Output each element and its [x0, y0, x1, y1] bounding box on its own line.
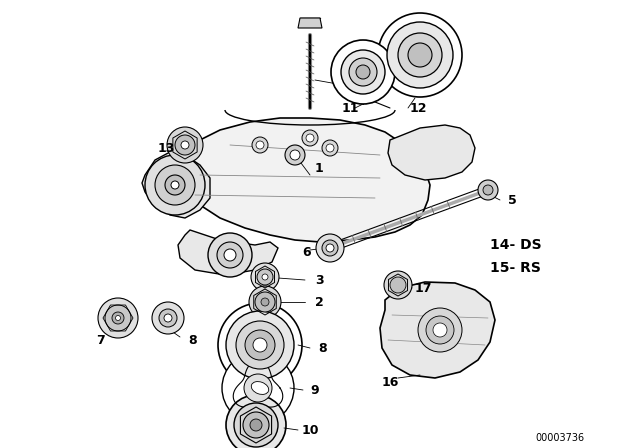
Text: 10: 10 [302, 423, 319, 436]
Polygon shape [388, 125, 475, 180]
Circle shape [217, 242, 243, 268]
Circle shape [115, 315, 120, 320]
Circle shape [244, 374, 272, 402]
Circle shape [145, 155, 205, 215]
Circle shape [326, 244, 334, 252]
Polygon shape [142, 152, 210, 218]
Polygon shape [298, 18, 322, 28]
Circle shape [208, 233, 252, 277]
Circle shape [285, 145, 305, 165]
Circle shape [478, 180, 498, 200]
Circle shape [253, 338, 267, 352]
Circle shape [155, 165, 195, 205]
Text: 9: 9 [310, 383, 319, 396]
Circle shape [243, 412, 269, 438]
Circle shape [251, 263, 279, 291]
Circle shape [483, 185, 493, 195]
Circle shape [349, 58, 377, 86]
Text: 2: 2 [315, 296, 324, 309]
Circle shape [165, 175, 185, 195]
Polygon shape [380, 282, 495, 378]
Circle shape [408, 43, 432, 67]
Text: 11: 11 [342, 102, 360, 115]
Text: 5: 5 [508, 194, 516, 207]
Circle shape [390, 277, 406, 293]
Circle shape [398, 33, 442, 77]
Text: 15- RS: 15- RS [490, 261, 541, 275]
Circle shape [261, 298, 269, 306]
Circle shape [418, 308, 462, 352]
Polygon shape [175, 118, 430, 242]
Circle shape [226, 395, 286, 448]
Circle shape [250, 419, 262, 431]
Ellipse shape [252, 382, 269, 394]
Circle shape [255, 292, 275, 312]
Text: 16: 16 [382, 375, 399, 388]
Text: 4: 4 [365, 78, 374, 91]
Circle shape [226, 311, 294, 379]
Text: 00003736: 00003736 [536, 433, 584, 443]
Circle shape [322, 240, 338, 256]
Text: 7: 7 [96, 333, 105, 346]
Circle shape [378, 13, 462, 97]
Circle shape [322, 140, 338, 156]
Circle shape [218, 303, 302, 387]
Circle shape [105, 305, 131, 331]
Text: 6: 6 [302, 246, 310, 258]
Circle shape [98, 298, 138, 338]
Circle shape [341, 50, 385, 94]
Circle shape [222, 352, 294, 424]
Circle shape [326, 144, 334, 152]
Circle shape [426, 316, 454, 344]
Text: 8: 8 [318, 341, 326, 354]
Text: 3: 3 [315, 273, 324, 287]
Circle shape [249, 286, 281, 318]
Circle shape [175, 135, 195, 155]
Text: 14- DS: 14- DS [490, 238, 541, 252]
Circle shape [167, 127, 203, 163]
Circle shape [384, 271, 412, 299]
Circle shape [236, 321, 284, 369]
Circle shape [302, 130, 318, 146]
Circle shape [171, 181, 179, 189]
Circle shape [224, 249, 236, 261]
Circle shape [181, 141, 189, 149]
Text: 17: 17 [415, 281, 433, 294]
Circle shape [262, 274, 268, 280]
Circle shape [234, 403, 278, 447]
Text: 8: 8 [188, 333, 196, 346]
Text: 13: 13 [158, 142, 175, 155]
Circle shape [356, 65, 370, 79]
Circle shape [164, 314, 172, 322]
Circle shape [387, 22, 453, 88]
Circle shape [290, 150, 300, 160]
Circle shape [112, 312, 124, 324]
Circle shape [331, 40, 395, 104]
Circle shape [306, 134, 314, 142]
Circle shape [152, 302, 184, 334]
Circle shape [159, 309, 177, 327]
Text: 1: 1 [315, 161, 324, 175]
Circle shape [256, 141, 264, 149]
Circle shape [252, 137, 268, 153]
Circle shape [257, 269, 273, 285]
Circle shape [433, 323, 447, 337]
Text: 12: 12 [410, 102, 428, 115]
Circle shape [245, 330, 275, 360]
Circle shape [316, 234, 344, 262]
Polygon shape [178, 230, 278, 275]
